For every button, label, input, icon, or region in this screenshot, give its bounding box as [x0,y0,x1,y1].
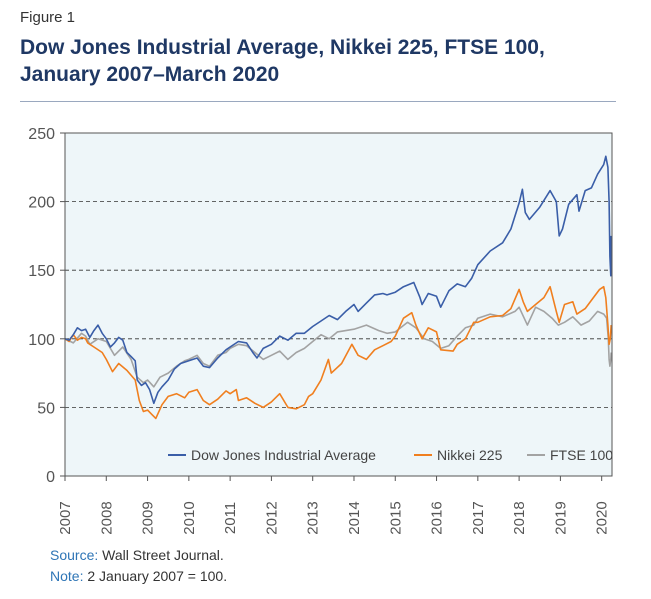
x-tick-label-2013: 2013 [305,501,322,534]
source-label: Source: [50,547,99,563]
x-tick-label-2012: 2012 [263,501,280,534]
x-tick-label-2014: 2014 [346,501,363,534]
index-note: Note: 2 January 2007 = 100. [50,566,227,587]
x-tick-label-2020: 2020 [594,501,611,534]
plot-frame [64,132,613,477]
y-tick-label-250: 250 [28,126,55,143]
series-line-dow [64,155,612,405]
x-tick-label-2016: 2016 [429,501,446,534]
x-tick-label-2018: 2018 [511,501,528,534]
figure-label: Figure 1 [20,9,76,26]
grid-lines [65,201,612,408]
source-note: Source: Wall Street Journal. [50,545,227,566]
chart-title-line-2: January 2007–March 2020 [20,63,280,86]
x-tick-label-2010: 2010 [181,501,198,534]
x-tick-label-2007: 2007 [57,501,74,534]
title-divider [20,101,616,102]
legend-label-ftse: FTSE 100 [550,447,613,463]
y-tick-label-150: 150 [28,263,55,280]
chart-title-line-1: Dow Jones Industrial Average, Nikkei 225… [20,36,545,59]
legend-label-nikkei: Nikkei 225 [437,447,503,463]
chart-notes: Source: Wall Street Journal. Note: 2 Jan… [50,545,227,587]
legend-label-dow: Dow Jones Industrial Average [191,447,376,463]
chart-title: Dow Jones Industrial Average, Nikkei 225… [20,34,620,88]
legend-item-dow: Dow Jones Industrial Average [168,447,376,463]
legend-item-ftse: FTSE 100 [527,447,613,463]
series-lines [64,155,612,420]
note-text: 2 January 2007 = 100. [83,568,228,584]
series-line-ftse [64,306,612,388]
plot-area [65,133,612,476]
y-tick-label-200: 200 [28,195,55,212]
x-tick-label-2017: 2017 [470,501,487,534]
series-line-nikkei [64,285,612,420]
source-text: Wall Street Journal. [98,547,224,563]
y-tick-label-0: 0 [46,469,55,486]
legend-item-nikkei: Nikkei 225 [414,447,503,463]
legend: Dow Jones Industrial Average Nikkei 225 FT… [168,447,613,463]
note-label: Note: [50,568,84,584]
x-tick-label-2009: 2009 [140,501,157,534]
x-tick-label-2008: 2008 [98,501,115,534]
x-tick-label-2019: 2019 [552,501,569,534]
y-tick-label-50: 50 [37,400,55,417]
line-chart: 0 50 100 150 200 250 2007 2008 2009 2010 2011 2012 2… [28,126,613,535]
axes: 0 50 100 150 200 250 2007 2008 2009 2010 2011 2012 2… [28,126,610,535]
x-tick-label-2011: 2011 [222,502,239,534]
x-tick-label-2015: 2015 [387,501,404,534]
y-tick-label-100: 100 [28,332,55,349]
